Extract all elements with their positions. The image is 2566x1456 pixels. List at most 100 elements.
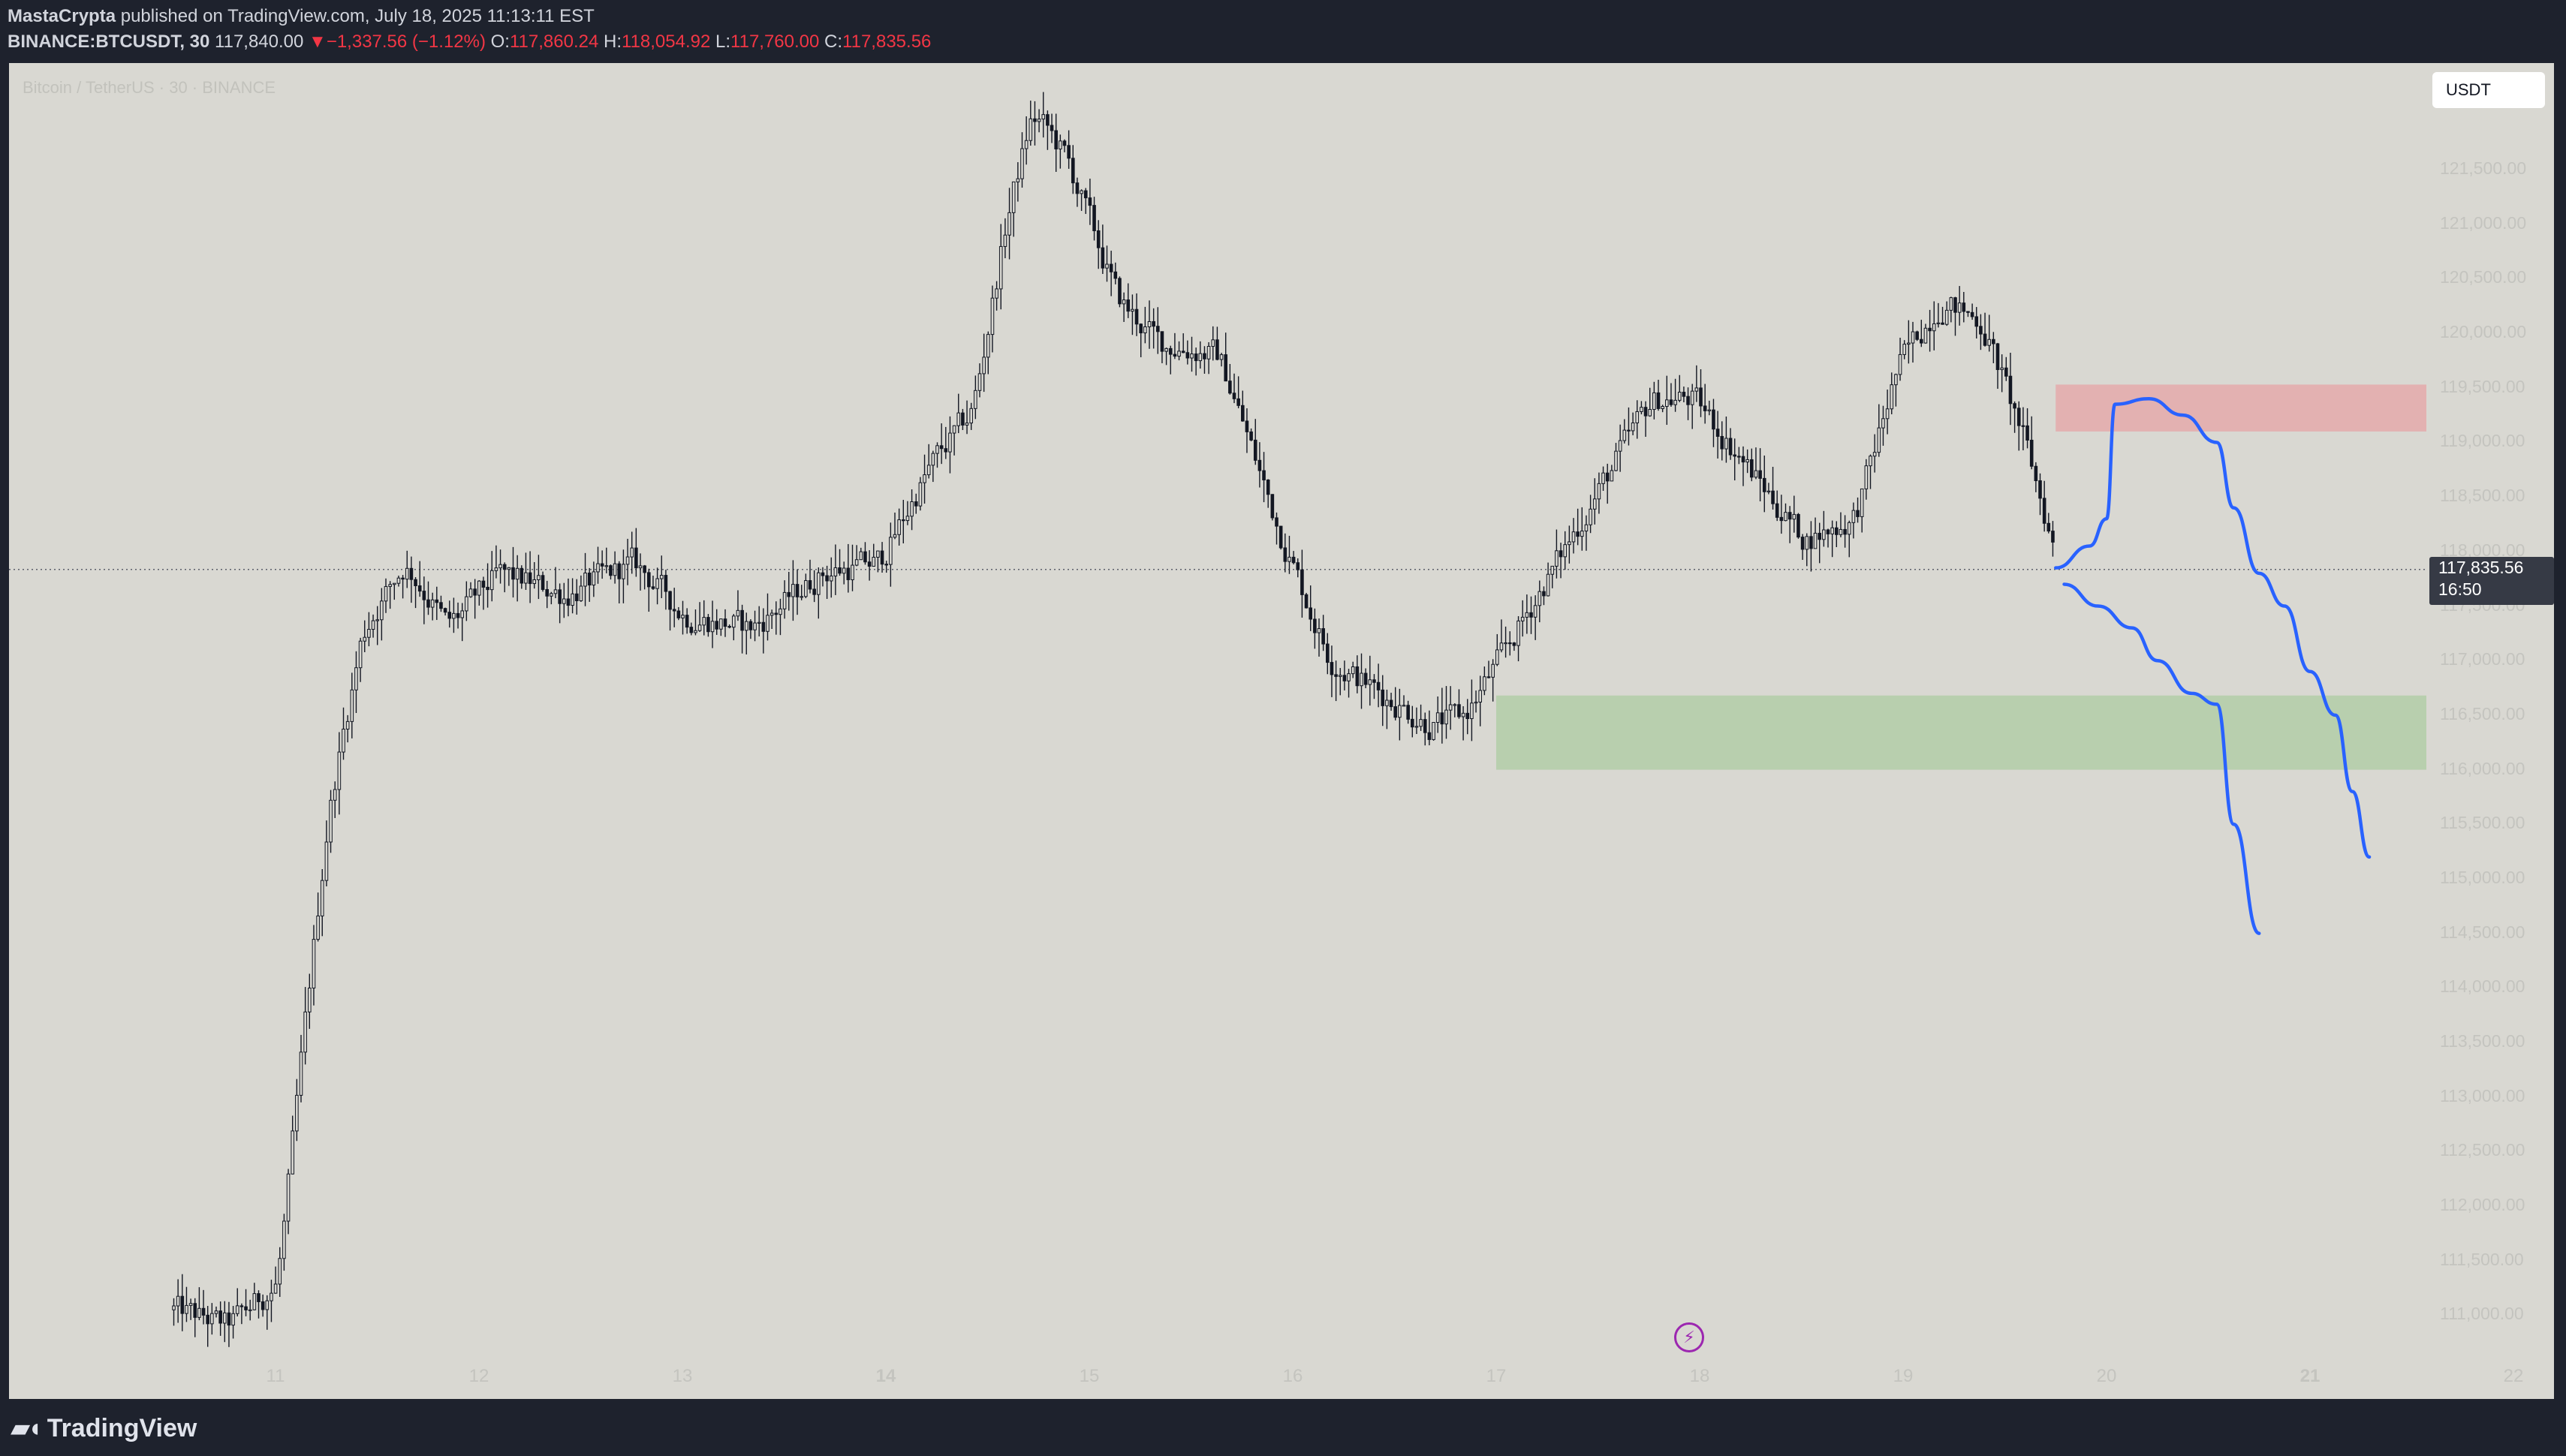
candle[interactable] bbox=[1168, 345, 1173, 375]
candle[interactable] bbox=[1101, 224, 1105, 275]
candle[interactable] bbox=[367, 612, 371, 647]
candle[interactable] bbox=[1300, 549, 1304, 618]
candle[interactable] bbox=[316, 892, 320, 942]
candle[interactable] bbox=[218, 1301, 222, 1336]
candle[interactable] bbox=[748, 619, 753, 639]
candle[interactable] bbox=[782, 580, 787, 619]
candle[interactable] bbox=[1656, 379, 1661, 411]
candle[interactable] bbox=[923, 454, 926, 504]
candle[interactable] bbox=[1932, 301, 1936, 350]
candle[interactable] bbox=[1011, 181, 1016, 237]
candle[interactable] bbox=[1673, 378, 1677, 412]
candle[interactable] bbox=[1211, 326, 1215, 361]
candle[interactable] bbox=[1555, 529, 1559, 579]
candle[interactable] bbox=[1414, 707, 1419, 734]
candle[interactable] bbox=[545, 580, 550, 609]
candle[interactable] bbox=[1885, 390, 1890, 435]
candle[interactable] bbox=[965, 400, 969, 435]
candle[interactable] bbox=[312, 925, 316, 1006]
candle[interactable] bbox=[1313, 608, 1317, 649]
candle[interactable] bbox=[350, 672, 354, 739]
candle[interactable] bbox=[1851, 502, 1856, 539]
candle[interactable] bbox=[1321, 615, 1325, 651]
candle[interactable] bbox=[1406, 700, 1410, 724]
candle[interactable] bbox=[206, 1306, 209, 1347]
candle[interactable] bbox=[1618, 424, 1622, 472]
candle[interactable] bbox=[1483, 666, 1486, 696]
candle[interactable] bbox=[1648, 387, 1652, 417]
candle[interactable] bbox=[1309, 585, 1313, 631]
candle[interactable] bbox=[1504, 626, 1507, 658]
candle[interactable] bbox=[393, 582, 396, 600]
candle[interactable] bbox=[1499, 619, 1504, 653]
candle[interactable] bbox=[1775, 490, 1779, 522]
candle[interactable] bbox=[261, 1294, 265, 1317]
candle[interactable] bbox=[744, 612, 748, 655]
candle[interactable] bbox=[1118, 276, 1122, 308]
candle[interactable] bbox=[494, 545, 498, 579]
candle[interactable] bbox=[375, 606, 379, 645]
candle[interactable] bbox=[1491, 659, 1495, 702]
candle[interactable] bbox=[388, 581, 392, 609]
candle[interactable] bbox=[1745, 449, 1749, 474]
candle[interactable] bbox=[1643, 401, 1648, 438]
candle[interactable] bbox=[1686, 387, 1690, 420]
candle[interactable] bbox=[1173, 332, 1177, 359]
candle[interactable] bbox=[282, 1214, 286, 1271]
candle[interactable] bbox=[600, 550, 604, 579]
candle[interactable] bbox=[1576, 508, 1580, 546]
candle[interactable] bbox=[761, 608, 766, 654]
candle[interactable] bbox=[571, 578, 574, 614]
candle[interactable] bbox=[2034, 462, 2038, 492]
candle[interactable] bbox=[872, 543, 876, 567]
candle[interactable] bbox=[1096, 220, 1101, 269]
currency-button[interactable]: USDT bbox=[2432, 72, 2545, 108]
candle[interactable] bbox=[795, 569, 800, 615]
candle[interactable] bbox=[460, 603, 465, 642]
candle[interactable] bbox=[278, 1247, 282, 1298]
candle[interactable] bbox=[1109, 251, 1113, 296]
candle[interactable] bbox=[1257, 442, 1262, 488]
candle[interactable] bbox=[354, 651, 358, 714]
candle[interactable] bbox=[766, 593, 769, 641]
candle[interactable] bbox=[876, 550, 880, 573]
candle[interactable] bbox=[1830, 520, 1834, 558]
candle[interactable] bbox=[324, 820, 329, 886]
candle[interactable] bbox=[1652, 381, 1656, 420]
candle[interactable] bbox=[1003, 218, 1007, 259]
candle[interactable] bbox=[1728, 428, 1733, 460]
candle[interactable] bbox=[1232, 373, 1236, 404]
candle[interactable] bbox=[1792, 495, 1797, 533]
candle[interactable] bbox=[239, 1303, 244, 1325]
candle[interactable] bbox=[422, 576, 426, 624]
candle[interactable] bbox=[1890, 372, 1894, 414]
candle[interactable] bbox=[918, 477, 923, 511]
candle[interactable] bbox=[1351, 661, 1355, 678]
candle[interactable] bbox=[185, 1286, 188, 1322]
candle[interactable] bbox=[1435, 696, 1440, 733]
candle[interactable] bbox=[804, 573, 808, 599]
candle[interactable] bbox=[710, 600, 715, 648]
candle[interactable] bbox=[998, 224, 1003, 310]
candle[interactable] bbox=[647, 568, 651, 612]
candle[interactable] bbox=[417, 561, 422, 597]
projection-path-1[interactable] bbox=[2054, 397, 2372, 859]
candle[interactable] bbox=[1185, 340, 1190, 365]
candle[interactable] bbox=[1457, 689, 1461, 719]
candle[interactable] bbox=[180, 1274, 185, 1331]
candle[interactable] bbox=[1533, 595, 1537, 640]
candle[interactable] bbox=[1640, 401, 1643, 415]
candle[interactable] bbox=[303, 987, 307, 1065]
candle[interactable] bbox=[248, 1299, 252, 1321]
candle[interactable] bbox=[1813, 517, 1818, 549]
candle[interactable] bbox=[1156, 307, 1160, 354]
candle[interactable] bbox=[1448, 686, 1453, 730]
candle[interactable] bbox=[1360, 653, 1363, 709]
candle[interactable] bbox=[1453, 702, 1457, 717]
candle[interactable] bbox=[1805, 533, 1809, 567]
candle[interactable] bbox=[1677, 375, 1682, 402]
candle[interactable] bbox=[201, 1289, 206, 1325]
candle[interactable] bbox=[1856, 497, 1860, 523]
candle[interactable] bbox=[613, 551, 617, 584]
candle[interactable] bbox=[1071, 145, 1075, 194]
